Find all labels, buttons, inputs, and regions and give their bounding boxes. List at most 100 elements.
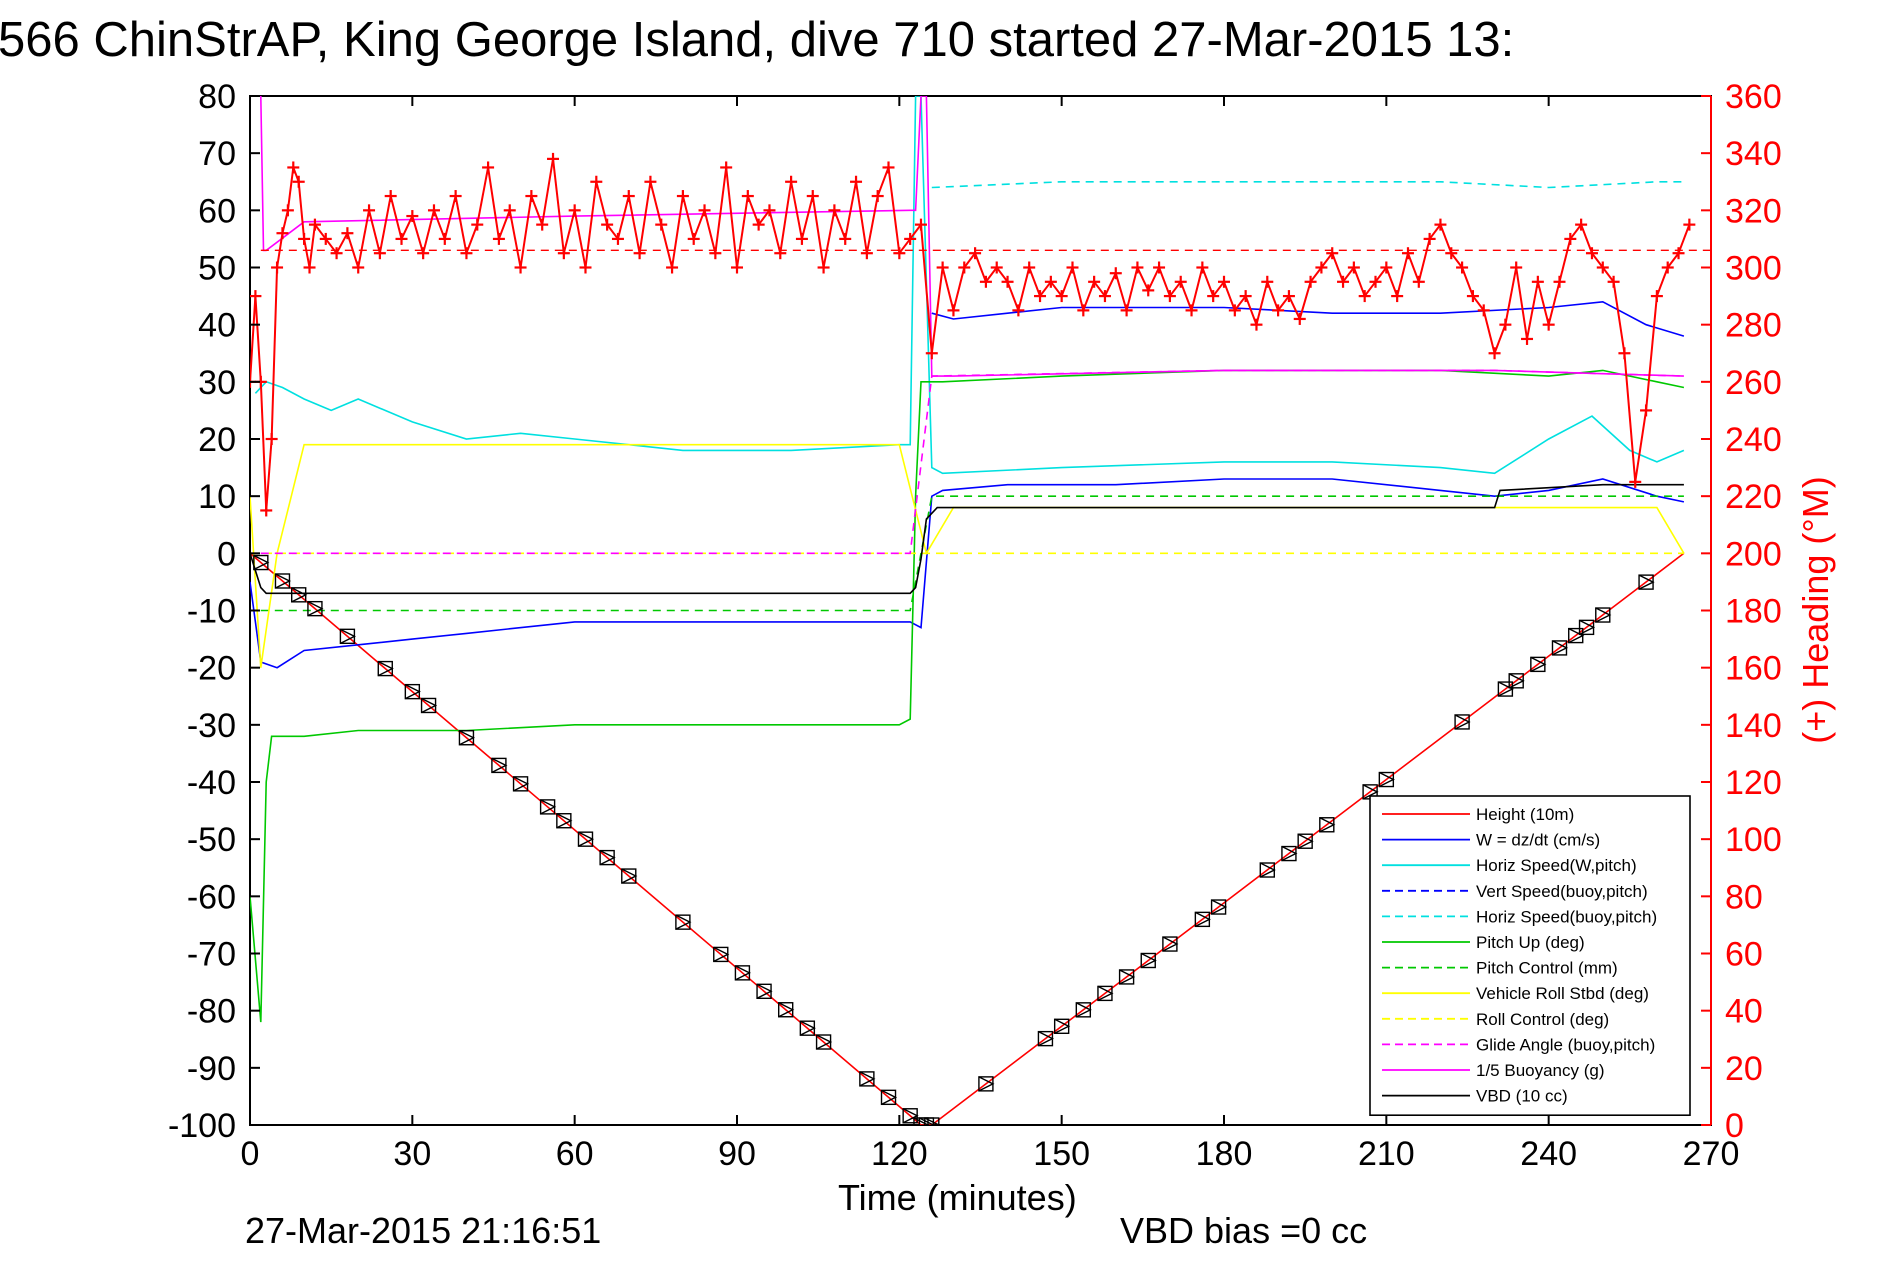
footer-timestamp: 27-Mar-2015 21:16:51 — [245, 1210, 601, 1251]
heading-trace — [487, 167, 500, 240]
heading-trace — [1190, 267, 1204, 311]
heading-trace — [1363, 281, 1377, 297]
series-line-w-dz-dt-cm-s — [250, 478, 1685, 669]
y-tick-label-right: 0 — [1725, 1107, 1744, 1145]
heading-trace — [1352, 267, 1366, 297]
y-axis-right-label: (+) Heading (°M) — [1795, 476, 1836, 743]
heading-trace — [714, 167, 728, 254]
legend-label: Height (10m) — [1476, 805, 1574, 824]
heading-trace — [746, 195, 760, 225]
heading-trace — [1158, 267, 1171, 297]
x-tick-label: 270 — [1683, 1135, 1740, 1173]
footer-vbd-bias: VBD bias =0 cc — [1120, 1210, 1367, 1251]
heading-trace — [800, 195, 814, 240]
heading-trace — [1255, 281, 1269, 325]
heading-trace — [1482, 310, 1496, 354]
heading-trace — [952, 267, 966, 311]
legend-label: Vert Speed(buoy,pitch) — [1476, 882, 1648, 901]
heading-trace — [1666, 252, 1680, 269]
heading-trace — [1428, 224, 1442, 240]
x-tick-label: 210 — [1358, 1135, 1415, 1173]
heading-trace — [1277, 295, 1290, 311]
depth-marker — [1281, 845, 1298, 862]
heading-trace — [1201, 267, 1215, 297]
legend-label: Glide Angle (buoy,pitch) — [1476, 1035, 1655, 1054]
legend-label: Pitch Control (mm) — [1476, 959, 1618, 978]
y-tick-label-left: -90 — [187, 1050, 236, 1088]
heading-trace — [573, 210, 587, 268]
x-tick-label: 180 — [1196, 1135, 1253, 1173]
heading-trace — [844, 181, 858, 240]
y-tick-label-left: 10 — [198, 478, 236, 516]
depth-marker — [1378, 771, 1395, 788]
heading-trace — [519, 195, 533, 268]
heading-trace — [1591, 252, 1604, 269]
depth-marker — [1497, 681, 1514, 697]
heading-trace — [1623, 353, 1637, 482]
depth-marker — [1568, 627, 1585, 644]
depth-marker — [1140, 952, 1157, 969]
heading-trace — [1288, 295, 1301, 320]
y-tick-label-right: 140 — [1725, 707, 1782, 745]
heading-trace — [584, 181, 598, 268]
chart-title: 566 ChinStrAP, King George Island, dive … — [0, 13, 1514, 67]
legend-item: Glide Angle (buoy,pitch) — [1382, 1035, 1655, 1054]
heading-trace — [433, 209, 446, 240]
x-tick-label: 60 — [556, 1135, 594, 1173]
heading-trace — [465, 224, 479, 254]
legend-item: Pitch Control (mm) — [1382, 959, 1618, 978]
series-layer — [250, 96, 1685, 1125]
y-tick-label-left: -40 — [187, 764, 236, 802]
heading-trace — [790, 181, 803, 240]
heading-trace — [476, 167, 490, 225]
heading-trace — [898, 238, 911, 254]
heading-trace — [1071, 267, 1085, 311]
x-axis-label: Time (minutes) — [838, 1177, 1077, 1218]
heading-trace — [443, 195, 457, 240]
legend-label: Horiz Speed(W,pitch) — [1476, 856, 1637, 875]
heading-trace — [811, 195, 825, 268]
heading-trace — [606, 224, 619, 240]
depth-marker — [1530, 656, 1547, 673]
y-tick-label-right: 240 — [1725, 421, 1782, 459]
heading-trace — [259, 381, 268, 511]
heading-trace — [1039, 281, 1052, 297]
heading-trace — [1677, 224, 1691, 254]
heading-trace — [1569, 224, 1582, 240]
heading-trace — [1244, 295, 1258, 326]
heading-trace — [1385, 267, 1399, 297]
y-tick-label-left: -50 — [187, 821, 236, 859]
heading-marker — [1683, 218, 1696, 231]
heading-trace — [660, 224, 674, 268]
y-tick-label-right: 340 — [1725, 135, 1782, 173]
heading-trace — [681, 195, 695, 240]
heading-trace — [876, 167, 890, 197]
heading-trace — [779, 181, 793, 254]
x-axis: 0 30 60 90 120 150 180 210 240 270 — [241, 96, 1740, 1173]
x-tick-label: 150 — [1033, 1135, 1090, 1173]
depth-marker — [1075, 1002, 1092, 1018]
heading-trace — [530, 195, 544, 225]
y-tick-label-left: -100 — [168, 1107, 236, 1145]
heading-trace — [1558, 238, 1572, 283]
depth-marker — [539, 799, 557, 815]
heading-trace — [1461, 267, 1474, 297]
heading-trace — [909, 224, 922, 240]
heading-trace — [1472, 295, 1485, 311]
heading-trace — [1493, 324, 1507, 354]
depth-marker — [815, 1034, 833, 1050]
depth-marker — [577, 831, 595, 847]
depth-marker — [599, 849, 616, 866]
y-tick-label-left: -20 — [187, 650, 236, 688]
x-tick-label: 90 — [718, 1135, 756, 1173]
heading-trace — [974, 252, 987, 283]
depth-marker — [799, 1020, 816, 1036]
heading-trace — [725, 167, 738, 268]
heading-trace — [995, 266, 1009, 283]
depth-marker — [978, 1076, 995, 1092]
heading-trace — [1601, 266, 1615, 283]
heading-trace — [1515, 267, 1529, 340]
depth-marker — [420, 697, 438, 714]
depth-marker — [1578, 619, 1596, 636]
